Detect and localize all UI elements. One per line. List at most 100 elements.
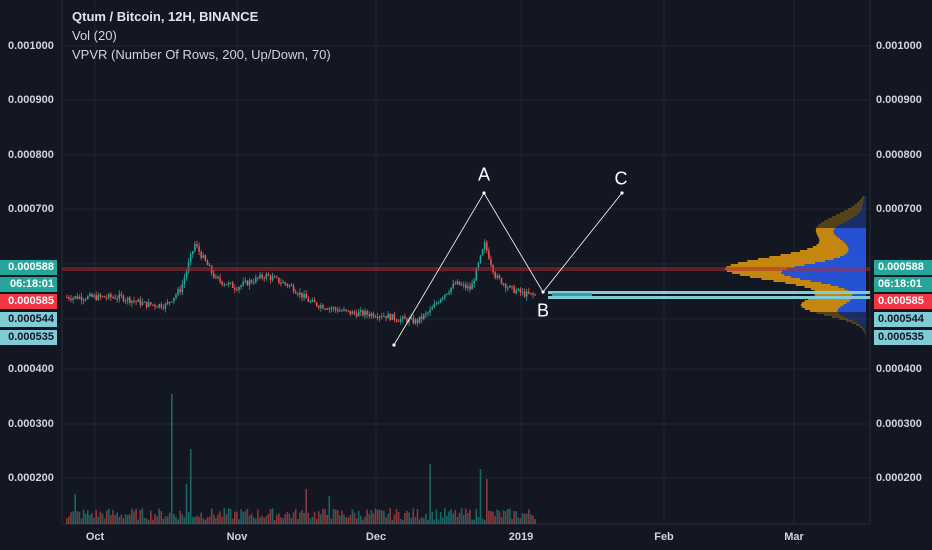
volume-bar bbox=[68, 516, 70, 524]
volume-bar bbox=[70, 512, 72, 524]
price-tick-right: 0.000200 bbox=[876, 472, 922, 484]
candle-body bbox=[221, 281, 223, 285]
candle-body bbox=[126, 297, 129, 301]
volume-bar bbox=[395, 508, 398, 524]
candle-body bbox=[425, 313, 427, 315]
candle-body bbox=[324, 308, 326, 310]
volume-bar bbox=[150, 510, 152, 524]
vpvr-down-bar bbox=[812, 246, 848, 248]
volume-bar bbox=[435, 509, 438, 524]
candle-body bbox=[181, 284, 184, 293]
candle-body bbox=[471, 283, 473, 290]
volume-bar bbox=[269, 509, 272, 524]
symbol-title[interactable]: Qtum / Bitcoin, 12H, BINANCE bbox=[72, 9, 259, 24]
candle-body bbox=[402, 316, 404, 319]
candle-body bbox=[441, 297, 444, 300]
volume-bar bbox=[509, 508, 511, 524]
volume-bar bbox=[183, 517, 186, 524]
volume-bar bbox=[362, 519, 364, 524]
volume-bar bbox=[376, 509, 379, 524]
candle-body bbox=[431, 307, 433, 310]
candle-body bbox=[72, 297, 74, 300]
vpvr-up-bar bbox=[821, 282, 866, 284]
candle-body bbox=[196, 244, 198, 247]
candle-body bbox=[509, 285, 511, 288]
candle-body bbox=[133, 300, 135, 302]
volume-bar bbox=[486, 479, 488, 524]
candle-body bbox=[198, 246, 200, 252]
candle-body bbox=[507, 287, 509, 289]
candle-body bbox=[252, 282, 255, 284]
volume-bar bbox=[196, 515, 198, 524]
candle-body bbox=[454, 283, 457, 285]
candle-body bbox=[91, 293, 93, 297]
vpvr-down-bar bbox=[816, 226, 837, 228]
red-level-badge: 0.000585 bbox=[0, 294, 57, 309]
volume-bar bbox=[498, 511, 501, 524]
volume-bar bbox=[72, 511, 74, 524]
price-tick-left: 0.000900 bbox=[8, 94, 54, 106]
candle-body bbox=[122, 295, 125, 302]
vpvr-up-bar bbox=[863, 198, 866, 200]
last-price-badge: 0.000588 bbox=[874, 260, 932, 275]
volume-bar bbox=[263, 517, 265, 524]
volume-bar bbox=[198, 516, 200, 524]
vpvr-down-bar bbox=[804, 308, 839, 310]
volume-bar bbox=[364, 516, 366, 524]
volume-bar bbox=[175, 516, 177, 524]
candle-body bbox=[378, 316, 381, 318]
vpvr-down-bar bbox=[824, 220, 848, 222]
candle-body bbox=[294, 291, 297, 294]
candle-body bbox=[147, 302, 150, 308]
candle-body bbox=[517, 288, 520, 291]
vpvr-down-bar bbox=[865, 334, 866, 336]
volume-bar bbox=[246, 509, 249, 524]
candle-body bbox=[103, 296, 106, 298]
volume-indicator-label[interactable]: Vol (20) bbox=[72, 28, 117, 43]
candle-body bbox=[336, 309, 339, 312]
time-tick: Feb bbox=[654, 531, 674, 543]
volume-bar bbox=[84, 513, 87, 524]
vpvr-indicator-label[interactable]: VPVR (Number Of Rows, 200, Up/Down, 70) bbox=[72, 47, 331, 62]
volume-bar bbox=[74, 494, 76, 524]
candle-body bbox=[406, 318, 408, 323]
candle-body bbox=[311, 300, 314, 302]
volume-bar bbox=[168, 512, 171, 524]
candle-body bbox=[435, 303, 438, 305]
volume-bar bbox=[353, 512, 356, 524]
vpvr-down-bar bbox=[817, 234, 836, 236]
candle-body bbox=[322, 305, 324, 309]
candle-body bbox=[238, 287, 240, 290]
vpvr-down-bar bbox=[824, 314, 841, 316]
vpvr-up-bar bbox=[836, 226, 866, 228]
price-tick-right: 0.000900 bbox=[876, 94, 922, 106]
support-line-1 bbox=[548, 291, 870, 294]
vpvr-down-bar bbox=[819, 238, 840, 240]
volume-bar bbox=[471, 519, 473, 524]
candle-body bbox=[460, 284, 463, 286]
vpvr-down-bar bbox=[847, 208, 862, 210]
volume-bar bbox=[313, 511, 316, 524]
vpvr-down-bar bbox=[840, 212, 860, 214]
candle-body bbox=[288, 285, 291, 287]
volume-bar bbox=[194, 517, 196, 524]
pattern-point bbox=[541, 290, 545, 294]
vpvr-up-bar bbox=[839, 224, 866, 226]
pattern-label-b: B bbox=[536, 300, 550, 321]
volume-bar bbox=[523, 513, 526, 524]
volume-bar bbox=[418, 519, 421, 524]
volume-bar bbox=[219, 511, 221, 524]
candle-body bbox=[154, 304, 156, 307]
candle-body bbox=[414, 319, 417, 324]
candle-body bbox=[498, 275, 501, 279]
candle-body bbox=[215, 276, 217, 278]
support-highlight bbox=[552, 293, 592, 296]
candle-body bbox=[150, 302, 152, 305]
vpvr-up-bar bbox=[800, 278, 866, 280]
vpvr-down-bar bbox=[864, 332, 866, 334]
candle-body bbox=[469, 286, 471, 290]
volume-bar bbox=[444, 508, 446, 524]
volume-bar bbox=[225, 514, 228, 524]
volume-bar bbox=[288, 513, 291, 524]
